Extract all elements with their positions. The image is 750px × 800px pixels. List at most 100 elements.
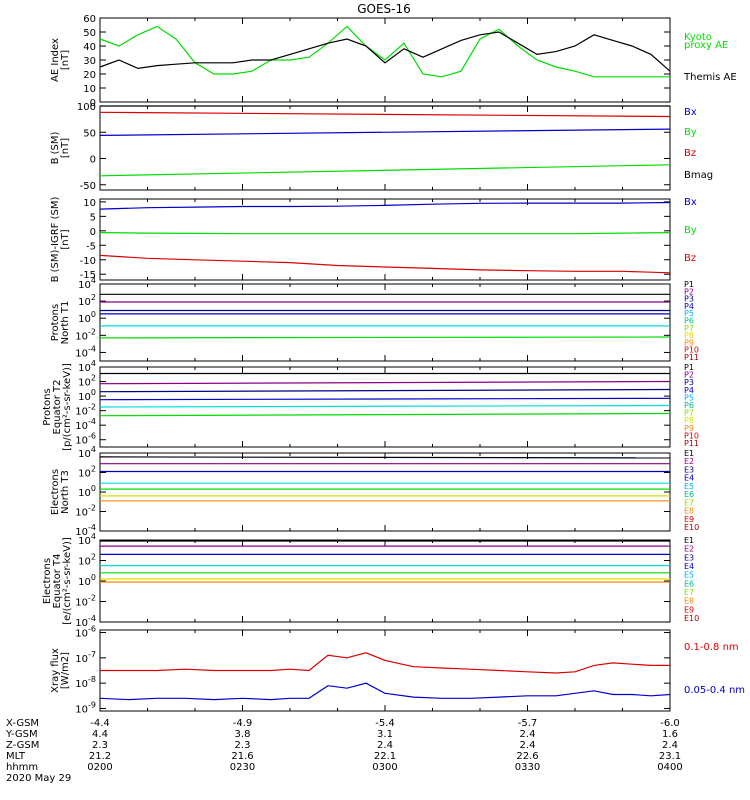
series-e1 — [99, 456, 671, 459]
series-p2 — [99, 380, 671, 385]
time-axis-row-label: Y-GSM — [5, 729, 38, 740]
y-tick-label: 50 — [83, 128, 96, 139]
time-axis-value: 2.3 — [92, 740, 108, 751]
time-axis-value: -5.7 — [518, 718, 538, 729]
y-tick-label: 104 — [78, 359, 96, 374]
series-p5 — [99, 404, 671, 408]
legend-entry: E4 — [684, 562, 694, 571]
legend-entry: E1 — [684, 536, 694, 545]
y-tick-label: 50 — [83, 28, 96, 39]
y-axis-label: Equator T2 — [52, 380, 63, 435]
panel-2: -50 0 50 100 B (SM) [nT] Bx By Bz Bmag — [50, 102, 713, 192]
legend-entry: Bx — [684, 197, 697, 208]
y-axis-label: Protons — [42, 388, 53, 425]
time-axis-value: 3.8 — [235, 729, 251, 740]
y-axis-label: B (SM) — [50, 131, 61, 164]
time-axis: X-GSM -4.4 -4.9 -5.4 -5.7 -6.0Y-GSM 4.4 3.8 3.1 2… — [5, 718, 683, 784]
time-axis-value: 0230 — [230, 762, 255, 773]
y-axis-label: Equator T4 — [52, 554, 63, 609]
y-axis-label: [W/m2] — [60, 652, 71, 689]
panel-7: 104 102 100 10-2 10-4 Electrons Equator T4 [e/(… — [42, 532, 699, 629]
y-tick-label: -10 — [80, 256, 96, 267]
y-axis-label: North T3 — [60, 470, 71, 514]
legend-entry: Kyoto — [684, 32, 712, 43]
time-axis-value: 0330 — [515, 762, 540, 773]
legend-entry: E7 — [684, 588, 694, 597]
legend-entry: E9 — [684, 605, 694, 614]
series-p6 — [99, 336, 671, 339]
legend-entry: E9 — [684, 515, 694, 524]
legend-entry: P6 — [684, 401, 694, 410]
y-tick-label: 104 — [78, 276, 96, 291]
legend-entry: E10 — [684, 523, 699, 532]
time-axis-value: 2.3 — [235, 740, 251, 751]
legend-entry: P10 — [684, 431, 699, 440]
legend-entry: P7 — [684, 324, 694, 333]
plot-title: GOES-16 — [357, 2, 411, 16]
legend-entry: P5 — [684, 393, 694, 402]
legend-entry: P4 — [684, 386, 694, 395]
y-tick-label: 102 — [78, 553, 96, 568]
y-tick-label: 0 — [90, 227, 96, 238]
time-axis-value: -6.0 — [660, 718, 680, 729]
panel-6: 104 102 100 10-2 10-4 Electrons North T3 E1E2E3… — [50, 445, 699, 538]
y-tick-label: 10-4 — [75, 523, 96, 538]
series-0-1-0-8-nm — [100, 652, 670, 674]
y-tick-label: 104 — [78, 532, 96, 547]
legend-entry: P7 — [684, 409, 694, 418]
time-axis-value: -4.9 — [233, 718, 253, 729]
y-tick-label: 0 — [90, 155, 96, 166]
time-axis-row-label: hhmm — [6, 762, 38, 773]
time-axis-value: 4.4 — [92, 729, 108, 740]
time-axis-value: -4.4 — [90, 718, 110, 729]
y-tick-label: 100 — [77, 102, 96, 113]
y-tick-label: 10-7 — [75, 650, 96, 665]
series-by — [99, 232, 671, 235]
time-axis-value: 0400 — [657, 762, 682, 773]
legend-entry: P8 — [684, 416, 694, 425]
legend-entry: P1 — [684, 363, 694, 372]
y-tick-label: 10-6 — [75, 432, 96, 447]
time-axis-value: 0200 — [87, 762, 112, 773]
legend-entry: Themis AE — [683, 72, 737, 83]
panel-4: 104 102 100 10-2 10-4 Protons North T1 P1P2P3P4… — [50, 276, 699, 362]
y-tick-label: 10-2 — [75, 504, 96, 519]
time-axis-value: 23.1 — [659, 751, 681, 762]
legend-entry: E8 — [684, 507, 694, 516]
y-tick-label: 5 — [90, 212, 96, 223]
legend-entry: E7 — [684, 498, 694, 507]
legend-entry: By — [684, 225, 697, 236]
y-axis-label: AE Index — [50, 38, 61, 82]
legend-entry: E5 — [684, 482, 694, 491]
legend-entry: P11 — [684, 439, 699, 448]
series-bx — [99, 201, 671, 210]
time-axis-value: 3.1 — [377, 729, 393, 740]
legend-entry: P9 — [684, 338, 694, 347]
legend-entry: Bx — [684, 107, 697, 118]
series-bz — [99, 111, 671, 118]
y-tick-label: -5 — [86, 241, 96, 252]
legend-entry: E10 — [684, 614, 699, 623]
y-tick-label: 10-2 — [75, 594, 96, 609]
y-tick-label: -50 — [80, 181, 96, 192]
legend-entry: E6 — [684, 579, 694, 588]
series-p4 — [99, 397, 671, 401]
legend-entry: E8 — [684, 597, 694, 606]
time-axis-row-label: Z-GSM — [6, 740, 39, 751]
y-tick-label: 10 — [83, 198, 96, 209]
legend-entry: E3 — [684, 553, 694, 562]
legend-entry: P10 — [684, 346, 699, 355]
series-bz — [99, 254, 671, 274]
legend-entry: E1 — [684, 449, 694, 458]
y-tick-label: 20 — [83, 70, 96, 81]
series-bx — [99, 128, 671, 136]
y-tick-label: -15 — [80, 270, 96, 281]
y-tick-label: 10-4 — [75, 614, 96, 629]
series-p3 — [99, 388, 671, 393]
time-axis-row-label: MLT — [6, 751, 26, 762]
legend-entry: By — [684, 127, 697, 138]
time-axis-row-label: X-GSM — [6, 718, 39, 729]
